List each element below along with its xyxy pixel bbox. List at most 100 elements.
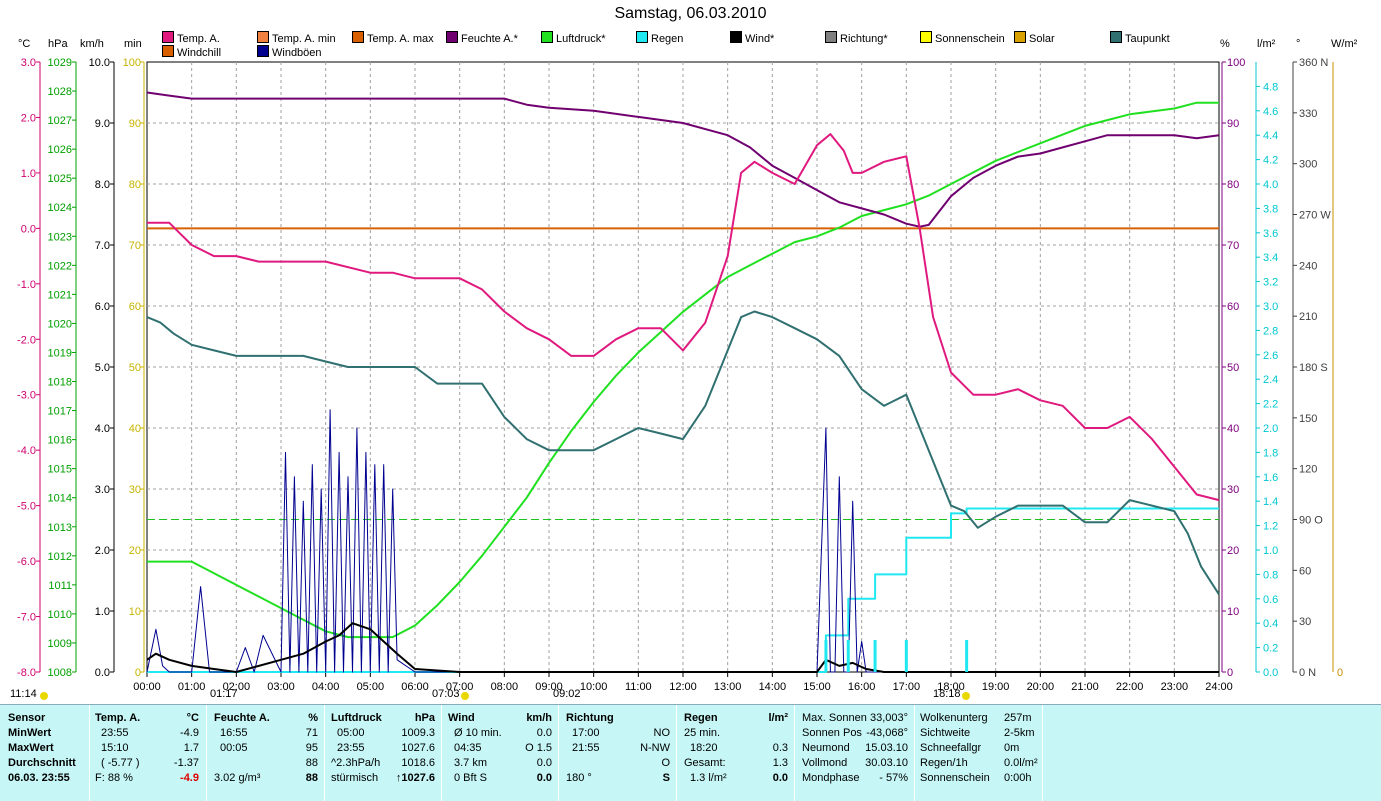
- footer-cell: 21:55 N-NW: [572, 742, 670, 754]
- axis-tick-label-hpa: 1013: [48, 522, 72, 534]
- axis-tick-label-kmh: 8.0: [95, 179, 110, 191]
- legend-item-direction[interactable]: Richtung*: [825, 31, 888, 45]
- axis-tick-label-hpa: 1028: [48, 86, 72, 98]
- axis-tick-label-hpa: 1018: [48, 377, 72, 389]
- axis-tick-label-temp: -8.0: [17, 667, 36, 679]
- legend-label: Wind*: [745, 33, 775, 45]
- mark-0902: 09:02: [553, 688, 581, 700]
- axis-tick-label-pct: 40: [1227, 423, 1239, 435]
- legend-label: Feuchte A.*: [461, 33, 518, 45]
- axis-tick-label-pct: 60: [1227, 301, 1239, 313]
- axis-tick-label-rain: 0.4: [1263, 618, 1278, 630]
- legend-item-gusts[interactable]: Windböen: [257, 45, 322, 59]
- axis-tick-label-hpa: 1010: [48, 609, 72, 621]
- footer-astro-column: Max. Sonnen 33,003° Sonnen Pos -43,068° Ne…: [802, 711, 910, 797]
- axis-tick-label-deg: 150: [1299, 413, 1317, 425]
- legend-swatch: [541, 31, 553, 43]
- legend-item-humidity[interactable]: Feuchte A.*: [446, 31, 518, 45]
- footer-cell: ( -5.77 ) -1.37: [101, 757, 199, 769]
- axis-tick-label-hpa: 1026: [48, 144, 72, 156]
- legend-item-solar[interactable]: Solar: [1014, 31, 1055, 45]
- axis-tick-label-temp: -3.0: [17, 390, 36, 402]
- axis-tick-label-rain: 3.8: [1263, 203, 1278, 215]
- axis-tick-label-pct: 50: [1227, 362, 1239, 374]
- axis-tick-label-pct: 100: [1227, 57, 1245, 69]
- axis-header-deg: °: [1296, 38, 1301, 50]
- legend-item-sunshine[interactable]: Sonnenschein: [920, 31, 1005, 45]
- x-tick-label: 24:00: [1205, 681, 1233, 693]
- x-tick-label: 09:00: [535, 681, 563, 693]
- axis-tick-label-temp: -5.0: [17, 501, 36, 513]
- axis-tick-label-deg: 180 S: [1299, 362, 1328, 374]
- footer-row-label: MinWert: [8, 727, 52, 739]
- legend-swatch: [1110, 31, 1122, 43]
- legend-label: Solar: [1029, 33, 1055, 45]
- axis-tick-label-hpa: 1024: [48, 202, 72, 214]
- axis-tick-label-rain: 0.6: [1263, 594, 1278, 606]
- footer-cell: 05:00 1009.3: [337, 727, 435, 739]
- axis-tick-label-rain: 0.8: [1263, 569, 1278, 581]
- footer-wind-column: Wind km/h Ø 10 min. 0.0 04:35 O 1.5 3.7 km 0…: [448, 711, 554, 797]
- statistics-footer: Sensor MinWert MaxWert Durchschnitt 06.0…: [0, 704, 1381, 801]
- axis-tick-label-kmh: 7.0: [95, 240, 110, 252]
- footer-cell: 23:55 1027.6: [337, 742, 435, 754]
- footer-pressure-column: Luftdruck hPa 05:00 1009.3 23:55 1027.6 ^2.…: [331, 711, 437, 797]
- axis-tick-label-rain: 1.4: [1263, 496, 1278, 508]
- legend-item-temp[interactable]: Temp. A.: [162, 31, 220, 45]
- legend-item-temp-min[interactable]: Temp. A. min: [257, 31, 336, 45]
- axis-tick-label-deg: 300: [1299, 159, 1317, 171]
- axis-tick-label-hpa: 1029: [48, 57, 72, 69]
- legend-label: Richtung*: [840, 33, 888, 45]
- footer-cell: Wolkenunterg 257m: [920, 712, 1032, 724]
- footer-cell: Sonnen Pos -43,068°: [802, 727, 908, 739]
- legend-item-pressure[interactable]: Luftdruck*: [541, 31, 606, 45]
- axis-tick-label-deg: 30: [1299, 616, 1311, 628]
- legend-item-temp-max[interactable]: Temp. A. max: [352, 31, 434, 45]
- footer-cell: F: 88 % -4.9: [95, 772, 199, 784]
- axis-tick-label-kmh: 1.0: [95, 606, 110, 618]
- axis-tick-label-pct: 80: [1227, 179, 1239, 191]
- axis-tick-label-pct: 20: [1227, 545, 1239, 557]
- x-tick-label: 10:00: [580, 681, 608, 693]
- legend-item-dewpoint[interactable]: Taupunkt: [1110, 31, 1170, 45]
- axis-tick-label-hpa: 1022: [48, 260, 72, 272]
- x-tick-label: 11:00: [625, 681, 652, 693]
- footer-divider: [324, 705, 325, 801]
- axis-tick-label-hpa: 1017: [48, 406, 72, 418]
- footer-cell: O: [661, 757, 670, 769]
- day-marks: 11:14 01:17 07:03 09:02 18:18: [0, 688, 1381, 704]
- axis-tick-label-hpa: 1027: [48, 115, 72, 127]
- axis-tick-label-kmh: 3.0: [95, 484, 110, 496]
- footer-cell: 04:35 O 1.5: [454, 742, 552, 754]
- footer-cell: Regen/1h 0.0l/m²: [920, 757, 1038, 769]
- axis-tick-label-rain: 2.4: [1263, 374, 1278, 386]
- axis-tick-label-hpa: 1011: [48, 580, 72, 592]
- axis-tick-label-temp: -7.0: [17, 612, 36, 624]
- axis-tick-label-rain: 2.2: [1263, 399, 1278, 411]
- footer-header: Feuchte A.%: [214, 712, 318, 724]
- x-tick-label: 06:00: [401, 681, 429, 693]
- legend-item-rain[interactable]: Regen: [636, 31, 683, 45]
- legend-swatch: [920, 31, 932, 43]
- legend-label: Regen: [651, 33, 684, 45]
- footer-rain-column: Regen l/m² 25 min. 18:20 0.3 Gesamt: 1.3 1.…: [684, 711, 790, 797]
- axis-tick-label-min: 30: [129, 484, 141, 496]
- legend-swatch: [352, 31, 364, 43]
- footer-cell: 16:55 71: [220, 727, 318, 739]
- footer-header: Regen l/m²: [684, 712, 788, 724]
- footer-humidity-column: Feuchte A.% 16:55 71 00:05 95 88 3.02 g/m³…: [214, 711, 322, 797]
- legend-item-wind[interactable]: Wind*: [730, 31, 774, 45]
- axis-tick-label-deg: 360 N: [1299, 57, 1328, 69]
- footer-cell: 00:05 95: [220, 742, 318, 754]
- axis-tick-label-hpa: 1008: [48, 667, 72, 679]
- footer-cell: Max. Sonnen 33,003°: [802, 712, 908, 724]
- axis-tick-label-deg: 210: [1299, 311, 1317, 323]
- axis-tick-label-temp: -4.0: [17, 445, 36, 457]
- axis-tick-label-hpa: 1021: [48, 289, 72, 301]
- axis-tick-label-deg: 270 W: [1299, 210, 1331, 222]
- legend-item-windchill[interactable]: Windchill: [162, 45, 221, 59]
- axis-tick-label-min: 70: [129, 240, 141, 252]
- footer-cell: stürmisch ↑1027.6: [331, 772, 435, 784]
- axis-tick-label-pct: 0: [1227, 667, 1233, 679]
- axis-tick-label-rain: 1.2: [1263, 521, 1278, 533]
